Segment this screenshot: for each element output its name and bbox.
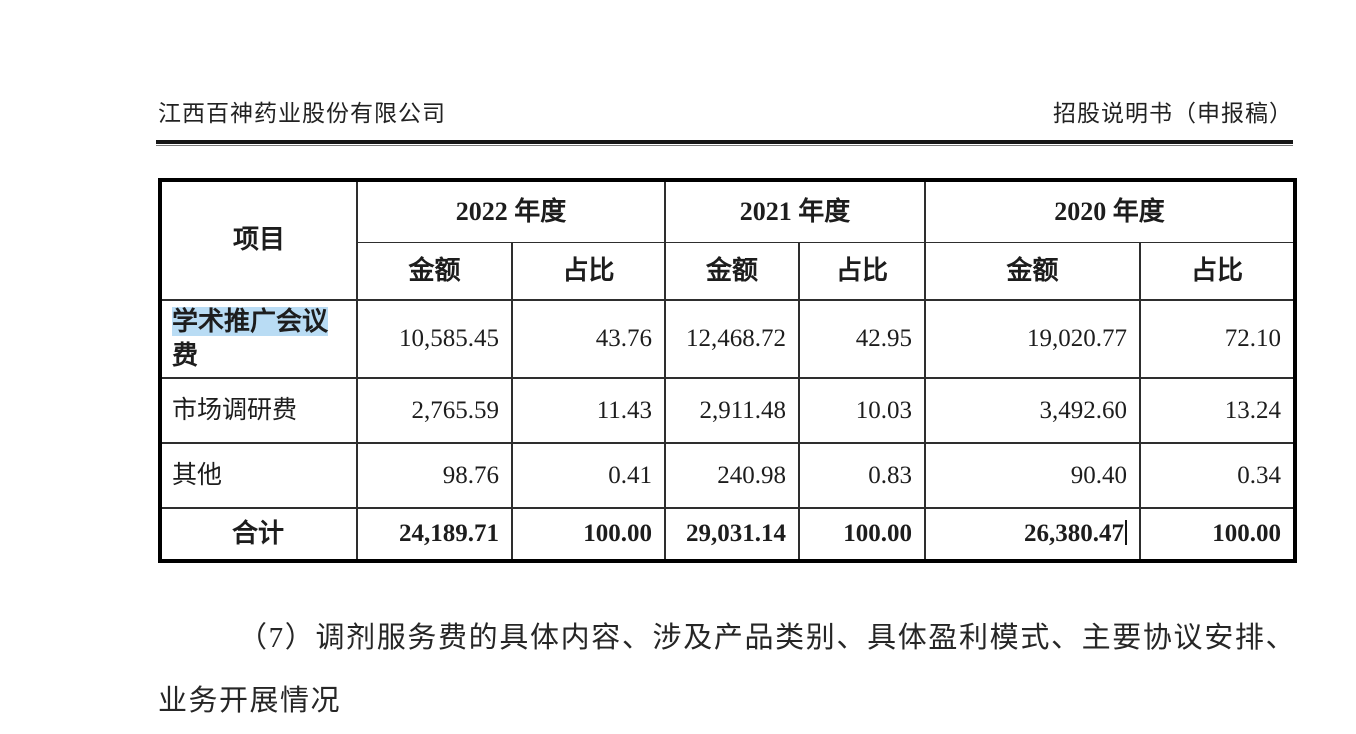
column-header-ratio-2022[interactable]: 占比 (510, 241, 667, 301)
column-header-ratio-2021[interactable]: 占比 (798, 241, 927, 301)
cell-ratio-2022[interactable]: 0.41 (510, 442, 667, 509)
page-header: 江西百神药业股份有限公司 招股说明书（申报稿） (158, 94, 1293, 128)
cell-ratio-2020[interactable]: 72.10 (1139, 299, 1297, 379)
table-row-total: 合计 24,189.71 100.00 29,031.14 100.00 26,… (159, 507, 1297, 562)
cell-amount-2020[interactable]: 90.40 (924, 442, 1142, 509)
cell-ratio-2020[interactable]: 0.34 (1139, 442, 1297, 509)
cell-amount-2020[interactable]: 3,492.60 (924, 377, 1142, 444)
text-caret (1125, 520, 1128, 546)
page-header-company[interactable]: 江西百神药业股份有限公司 (158, 101, 446, 126)
cell-total-ratio-2021[interactable]: 100.00 (798, 507, 927, 562)
column-group-2020[interactable]: 2020 年度 (924, 179, 1297, 243)
column-group-2022[interactable]: 2022 年度 (355, 179, 667, 243)
cell-ratio-2020[interactable]: 13.24 (1139, 377, 1297, 444)
cell-amount-2020[interactable]: 19,020.77 (924, 299, 1142, 379)
header-rule-thin-line (156, 145, 1293, 146)
table-header-row-groups: 项目 2022 年度 2021 年度 2020 年度 (159, 179, 1297, 301)
expense-table: 项目 2022 年度 2021 年度 2020 年度 金额 占比 金额 占比 金… (158, 178, 1298, 563)
row-label-total[interactable]: 合计 (159, 507, 358, 562)
cell-ratio-2022[interactable]: 43.76 (510, 299, 667, 379)
row-label-academic-promotion[interactable]: 学术推广会议费 (159, 299, 358, 379)
cell-total-amount-2021[interactable]: 29,031.14 (664, 507, 801, 562)
cell-amount-2021[interactable]: 12,468.72 (664, 299, 801, 379)
row-label-tail[interactable]: 费 (172, 341, 199, 370)
column-header-amount-2020[interactable]: 金额 (924, 241, 1142, 301)
cell-amount-2021[interactable]: 240.98 (664, 442, 801, 509)
body-paragraph[interactable]: （7）调剂服务费的具体内容、涉及产品类别、具体盈利模式、主要协议安排、业务开展情… (158, 622, 1296, 717)
cell-ratio-2021[interactable]: 42.95 (798, 299, 927, 379)
cell-total-amount-2020-value[interactable]: 26,380.47 (1024, 520, 1125, 548)
column-header-amount-2021[interactable]: 金额 (664, 241, 801, 301)
row-label-other[interactable]: 其他 (159, 442, 358, 509)
cell-amount-2021[interactable]: 2,911.48 (664, 377, 801, 444)
cell-ratio-2022[interactable]: 11.43 (510, 377, 667, 444)
column-header-item[interactable]: 项目 (159, 179, 358, 301)
table-header-row-sub: 金额 占比 金额 占比 金额 占比 (160, 241, 1297, 301)
row-label-market-research[interactable]: 市场调研费 (159, 377, 358, 444)
cell-total-ratio-2022[interactable]: 100.00 (510, 507, 667, 562)
cell-total-ratio-2020[interactable]: 100.00 (1139, 507, 1297, 562)
cell-amount-2022[interactable]: 10,585.45 (356, 299, 513, 379)
header-rule (156, 140, 1293, 146)
cell-amount-2022[interactable]: 98.76 (356, 442, 513, 509)
page-header-doc-type[interactable]: 招股说明书（申报稿） (1053, 101, 1293, 126)
cell-total-amount-2022[interactable]: 24,189.71 (356, 507, 513, 562)
header-rule-thick-line (156, 140, 1293, 144)
table-row-other: 其他 98.76 0.41 240.98 0.83 90.40 0.34 (159, 442, 1297, 509)
cell-amount-2022[interactable]: 2,765.59 (356, 377, 513, 444)
cell-ratio-2021[interactable]: 0.83 (798, 442, 927, 509)
cell-ratio-2021[interactable]: 10.03 (798, 377, 927, 444)
cell-total-amount-2020[interactable]: 26,380.47 (924, 507, 1142, 562)
column-group-2021[interactable]: 2021 年度 (664, 179, 927, 243)
table-row-academic-promotion: 学术推广会议费 10,585.45 43.76 12,468.72 42.95 … (159, 299, 1297, 379)
table-row-market-research: 市场调研费 2,765.59 11.43 2,911.48 10.03 3,49… (159, 377, 1297, 444)
selected-text-highlight[interactable]: 学术推广会议 (172, 307, 329, 337)
column-header-amount-2022[interactable]: 金额 (356, 241, 513, 301)
column-header-ratio-2020[interactable]: 占比 (1139, 241, 1297, 301)
